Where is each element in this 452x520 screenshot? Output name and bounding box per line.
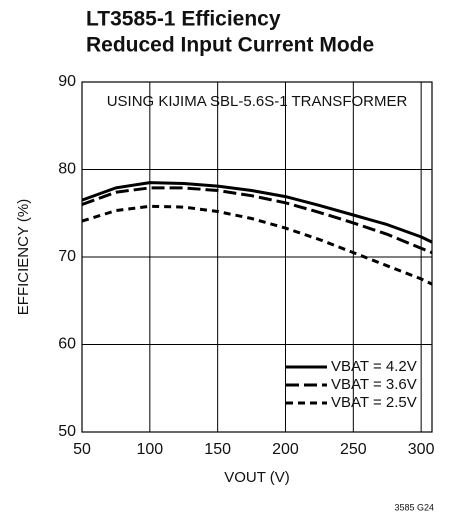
y-tick-label: 50 [58, 423, 76, 440]
y-tick-label: 80 [58, 161, 76, 178]
x-axis-label: VOUT (V) [224, 469, 290, 486]
annotation: USING KIJIMA SBL-5.6S-1 TRANSFORMER [107, 93, 408, 110]
x-tick-label: 250 [340, 441, 367, 458]
series-line [81, 186, 433, 254]
x-tick-label: 150 [204, 441, 231, 458]
series-line [81, 204, 433, 286]
y-tick-label: 70 [58, 248, 76, 265]
legend-label: VBAT = 3.6V [331, 376, 417, 393]
x-tick-label: 100 [136, 441, 163, 458]
plot-frame [81, 81, 433, 433]
chart-title: LT3585-1 Efficiency [86, 8, 281, 31]
footnote: 3585 G24 [394, 502, 434, 512]
y-tick-label: 90 [58, 73, 76, 90]
legend-label: VBAT = 4.2V [331, 358, 417, 375]
x-tick-label: 200 [272, 441, 299, 458]
y-axis-label: EFFICIENCY (%) [15, 199, 32, 315]
chart-title: Reduced Input Current Mode [86, 34, 374, 57]
y-tick-label: 60 [58, 336, 76, 353]
legend-label: VBAT = 2.5V [331, 394, 417, 411]
series-line [81, 181, 433, 244]
x-tick-label: 50 [73, 441, 91, 458]
x-tick-label: 300 [408, 441, 435, 458]
